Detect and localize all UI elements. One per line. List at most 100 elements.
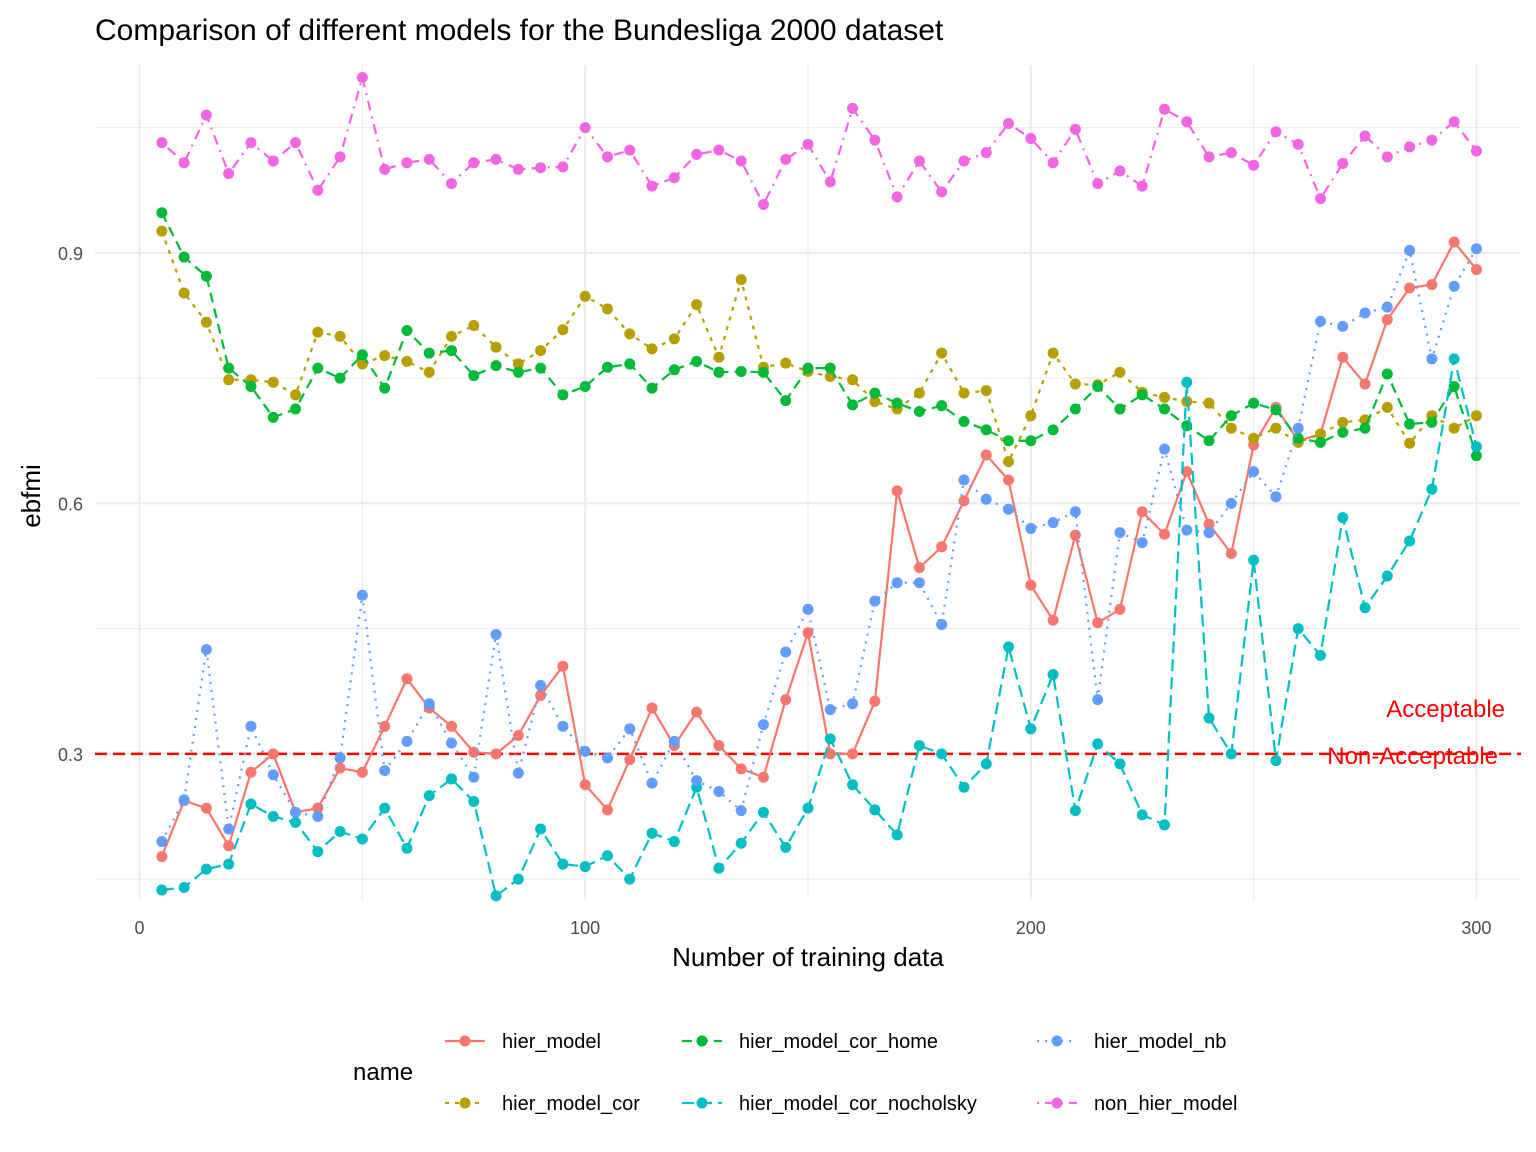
data-point-hier_model_cor xyxy=(1314,428,1326,440)
data-point-hier_model_cor_home xyxy=(356,349,368,361)
data-point-hier_model_nb xyxy=(446,737,457,749)
data-point-hier_model_cor_nocholsky xyxy=(824,733,836,745)
data-point-non_hier_model xyxy=(200,109,212,121)
data-point-non_hier_model xyxy=(601,151,613,163)
legend-key-point xyxy=(459,1097,471,1109)
data-point-non_hier_model xyxy=(423,153,435,165)
legend-key-point xyxy=(1051,1035,1063,1047)
data-point-hier_model_cor_nocholsky xyxy=(1359,602,1371,614)
data-point-hier_model xyxy=(1404,282,1416,294)
data-point-non_hier_model xyxy=(1470,145,1482,157)
data-point-hier_model xyxy=(1025,579,1037,591)
data-point-hier_model_cor xyxy=(913,387,925,399)
data-point-non_hier_model xyxy=(1159,103,1170,115)
data-point-hier_model_cor_home xyxy=(1047,424,1059,436)
data-point-hier_model_cor_nocholsky xyxy=(1448,353,1460,365)
data-point-non_hier_model xyxy=(223,168,235,180)
data-point-hier_model_cor_nocholsky xyxy=(490,890,502,902)
y-tick-label: 0.6 xyxy=(58,494,83,514)
legend-label: hier_model_cor xyxy=(502,1093,640,1115)
data-point-non_hier_model xyxy=(512,163,524,175)
grid xyxy=(95,65,1521,900)
data-point-hier_model_cor_nocholsky xyxy=(847,779,859,791)
data-point-hier_model_cor_home xyxy=(579,380,591,392)
x-tick-label: 100 xyxy=(570,918,600,938)
data-point-hier_model xyxy=(713,740,725,752)
data-point-hier_model_cor_home xyxy=(401,325,413,337)
data-point-hier_model_nb xyxy=(1448,280,1460,292)
data-point-hier_model_cor_nocholsky xyxy=(1025,723,1037,735)
series-hier_model_cor xyxy=(156,225,1482,468)
data-point-hier_model xyxy=(1136,506,1148,518)
data-point-hier_model xyxy=(557,660,569,672)
data-point-hier_model xyxy=(468,746,480,758)
data-point-hier_model xyxy=(1203,518,1215,530)
data-point-hier_model_cor_home xyxy=(891,397,903,409)
data-point-hier_model_cor_home xyxy=(535,362,547,374)
tick-labels: 0 100 200 300 0.3 0.6 0.9 xyxy=(58,244,1491,938)
legend-label: non_hier_model xyxy=(1094,1093,1237,1115)
data-point-hier_model_cor_nocholsky xyxy=(913,740,925,752)
data-point-hier_model_cor_nocholsky xyxy=(468,795,480,807)
data-point-non_hier_model xyxy=(646,180,658,192)
legend-item-hier_model_cor_home: hier_model_cor_home xyxy=(682,1031,938,1053)
data-point-hier_model_cor_nocholsky xyxy=(223,858,235,870)
data-point-hier_model_cor xyxy=(579,290,591,302)
data-point-hier_model_cor xyxy=(1337,416,1349,428)
data-point-hier_model xyxy=(1092,617,1104,629)
data-point-non_hier_model xyxy=(312,184,324,196)
data-point-hier_model_cor_home xyxy=(1270,404,1282,416)
data-point-hier_model_nb xyxy=(535,679,547,691)
legend-item-hier_model: hier_model xyxy=(445,1031,601,1053)
data-point-hier_model_cor xyxy=(735,274,747,286)
data-point-hier_model xyxy=(802,627,814,639)
data-point-non_hier_model xyxy=(1337,158,1349,170)
data-point-hier_model_nb xyxy=(713,785,725,797)
series-line-hier_model_cor xyxy=(160,230,1477,463)
data-point-hier_model_nb xyxy=(936,618,948,630)
data-point-hier_model_cor_nocholsky xyxy=(1248,554,1260,566)
data-point-hier_model_cor_nocholsky xyxy=(936,748,948,760)
data-point-hier_model_cor xyxy=(1448,422,1460,434)
data-point-non_hier_model xyxy=(757,198,769,210)
data-point-non_hier_model xyxy=(1248,159,1260,171)
data-point-hier_model_cor xyxy=(200,316,212,328)
data-point-hier_model_cor_nocholsky xyxy=(780,841,792,853)
data-point-non_hier_model xyxy=(290,137,302,149)
data-point-hier_model_cor_home xyxy=(1159,403,1170,415)
data-point-hier_model_cor_home xyxy=(557,389,569,401)
data-point-hier_model_cor_home xyxy=(913,406,925,418)
data-point-non_hier_model xyxy=(178,157,190,169)
data-point-hier_model_cor_home xyxy=(824,362,836,374)
data-point-hier_model_cor_home xyxy=(468,370,480,382)
data-point-hier_model_nb xyxy=(601,752,613,764)
data-point-hier_model_nb xyxy=(1359,307,1371,319)
data-point-hier_model_cor_nocholsky xyxy=(1426,483,1438,495)
data-point-hier_model_cor xyxy=(223,374,235,386)
data-point-hier_model_cor_nocholsky xyxy=(535,823,547,835)
data-point-hier_model_cor xyxy=(624,328,636,340)
data-point-hier_model_nb xyxy=(178,794,190,806)
data-point-hier_model_cor xyxy=(691,299,703,311)
data-point-hier_model_cor_nocholsky xyxy=(1225,748,1237,760)
data-point-hier_model_cor_home xyxy=(290,403,302,415)
data-point-hier_model_nb xyxy=(1092,694,1104,706)
data-point-hier_model xyxy=(757,771,769,783)
data-point-hier_model_nb xyxy=(891,577,903,589)
data-point-hier_model xyxy=(869,695,881,707)
data-point-hier_model_cor xyxy=(1025,410,1037,422)
data-point-hier_model_cor_nocholsky xyxy=(980,758,992,770)
data-point-hier_model_nb xyxy=(1314,315,1326,327)
data-point-non_hier_model xyxy=(267,155,279,167)
data-point-hier_model_cor_home xyxy=(1359,422,1371,434)
data-point-non_hier_model xyxy=(557,161,569,173)
data-point-hier_model_nb xyxy=(980,493,992,505)
data-point-hier_model_cor_home xyxy=(512,366,524,378)
data-point-hier_model_cor_home xyxy=(735,365,747,377)
data-point-non_hier_model xyxy=(1314,193,1326,205)
data-point-hier_model_cor_nocholsky xyxy=(200,863,212,875)
data-point-hier_model_nb xyxy=(267,769,279,781)
data-point-hier_model_nb xyxy=(245,720,257,732)
data-point-non_hier_model xyxy=(401,157,413,169)
data-point-hier_model_cor_nocholsky xyxy=(869,804,881,816)
